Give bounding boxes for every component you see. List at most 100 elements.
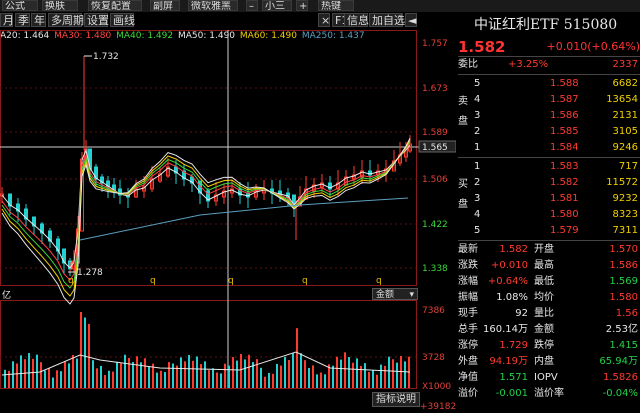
volume-bar (64, 361, 66, 388)
hotkey-button[interactable]: 热键 (318, 0, 354, 11)
stat-label: 涨跌 (458, 260, 478, 271)
ask-row[interactable]: 3 1.586 2131 (458, 108, 640, 124)
volume-bar (288, 360, 290, 388)
stat-label: 跌停 (534, 340, 554, 351)
bid-row[interactable]: 1 1.583 717 (458, 159, 640, 175)
stat-label: 涨幅 (458, 276, 478, 287)
ma250-label: MA250: 1.437 (301, 31, 365, 41)
stat-row: 涨幅 +0.64% 最低 1.569 (458, 274, 640, 290)
formula-button[interactable]: 公式 (2, 0, 38, 11)
period-year[interactable]: 年 (31, 13, 46, 27)
axis-label: 7386 (422, 306, 445, 316)
stat-label: 现手 (458, 308, 478, 319)
ask-row[interactable]: 2 1.585 3105 (458, 124, 640, 140)
volume-bar (392, 359, 394, 388)
ask-volume: 6682 (612, 78, 638, 89)
bid-volume: 7311 (612, 225, 638, 236)
period-month[interactable]: 月 (0, 13, 14, 27)
volume-bar (252, 362, 254, 388)
settings-button[interactable]: 设置 (84, 13, 109, 27)
event-marker[interactable]: q (68, 276, 74, 286)
stat-label: 金额 (534, 324, 554, 335)
candle-body (286, 192, 290, 198)
event-marker[interactable]: q (376, 276, 382, 286)
sell-side-label: 卖盘 (458, 96, 468, 127)
volume-bar (336, 356, 338, 388)
stat-value: 1.570 (609, 244, 638, 255)
stat-label: 溢价 (458, 388, 478, 399)
ma-legend: A20: 1.464 MA30: 1.480 MA40: 1.492 MA50:… (0, 31, 367, 43)
collapse-arrow-icon[interactable]: ◄ (405, 13, 417, 27)
decrease-size-button[interactable]: – (246, 0, 258, 11)
event-marker[interactable]: q (228, 276, 234, 286)
volume-bar (388, 356, 390, 388)
volume-bar (68, 363, 70, 388)
volume-bar (220, 373, 222, 388)
period-quarter[interactable]: 季 (15, 13, 30, 27)
volume-bar (180, 357, 182, 388)
volume-bar (12, 361, 14, 388)
period-bar: 月 季 年 多周期 设置 画线 × F10 信息 加自选 ◄ (0, 13, 456, 29)
close-x-icon[interactable]: × (318, 13, 330, 27)
candle-body (352, 174, 356, 180)
indicator-explain-button[interactable]: 指标说明 (372, 392, 420, 407)
add-watchlist-button[interactable]: 加自选 (369, 13, 405, 27)
weibi-row: 委比 +3.25% 2337 (458, 59, 638, 70)
volume-bar (300, 353, 302, 388)
event-marker[interactable]: q (302, 276, 308, 286)
ask-volume: 13654 (606, 94, 638, 105)
volume-bar (224, 363, 226, 388)
font-size-select[interactable]: 小三 (262, 0, 292, 11)
multi-period-button[interactable]: 多周期 (48, 13, 84, 27)
volume-bar (272, 373, 274, 388)
bid-row[interactable]: 2 1.582 11572 (458, 175, 640, 191)
candle-body (182, 170, 186, 180)
ma30-label: MA30: 1.480 (54, 31, 112, 41)
level-num: 4 (474, 209, 481, 220)
draw-line-button[interactable]: 画线 (110, 13, 135, 27)
volume-indicator-select[interactable]: 金额 ▾ (372, 288, 418, 300)
bid-price: 1.581 (550, 193, 579, 204)
sub-screen-button[interactable]: 副屏 (150, 0, 180, 11)
volume-bar (72, 355, 74, 388)
candle-body (222, 190, 226, 198)
bid-row[interactable]: 4 1.580 8323 (458, 207, 640, 223)
volume-bar (208, 370, 210, 388)
volume-bar (304, 360, 306, 388)
volume-bar (216, 372, 218, 388)
ask-row[interactable]: 4 1.587 13654 (458, 92, 640, 108)
stat-value: +0.010 (490, 260, 528, 271)
high-annotation: 1.732 (93, 52, 119, 62)
volume-bar (312, 365, 314, 388)
volume-bar (184, 361, 186, 388)
volume-bar (152, 363, 154, 388)
ask-row[interactable]: 1 1.584 9246 (458, 140, 640, 156)
volume-bar (296, 328, 298, 388)
candle-body (376, 170, 380, 176)
bid-row[interactable]: 3 1.581 9232 (458, 191, 640, 207)
candle-body (254, 190, 258, 198)
volume-bar (104, 375, 106, 388)
candle-body (158, 173, 162, 182)
candle-body (214, 194, 218, 202)
restore-config-button[interactable]: 恢复配置 (88, 0, 142, 11)
stat-row: 总手 160.14万 金额 2.53亿 (458, 322, 640, 338)
level-num: 3 (474, 110, 481, 121)
candlestick-chart[interactable]: 1.732 1.278 q q q q q 1.757 1.673 1.589 … (0, 0, 456, 413)
skin-button[interactable]: 换肤 (42, 0, 78, 11)
event-marker[interactable]: q (150, 276, 156, 286)
bid-price: 1.583 (550, 161, 579, 172)
level-num: 1 (474, 161, 481, 172)
ask-row[interactable]: 5 1.588 6682 (458, 76, 640, 92)
level-num: 4 (474, 94, 481, 105)
volume-bar (172, 363, 174, 388)
bid-row[interactable]: 5 1.579 7311 (458, 223, 640, 239)
volume-bar (276, 363, 278, 388)
volume-bar (112, 371, 114, 388)
tab-info[interactable]: 信息 (344, 13, 369, 27)
stat-row: 净值 1.571 IOPV 1.5826 (458, 370, 640, 386)
volume-bar (124, 354, 126, 388)
increase-size-button[interactable]: + (296, 0, 308, 11)
font-select[interactable]: 微软雅黑 (188, 0, 238, 11)
volume-bar (84, 317, 86, 388)
